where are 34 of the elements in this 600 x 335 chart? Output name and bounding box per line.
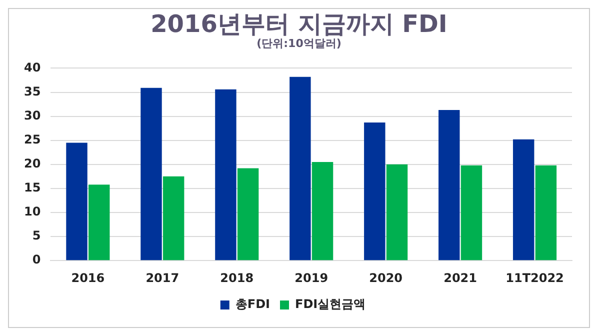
x-tick-label: 2017 — [146, 270, 180, 285]
chart-title: 2016년부터 지금까지 FDI — [150, 10, 448, 38]
bar — [88, 184, 110, 260]
x-tick-label: 2021 — [444, 270, 477, 285]
legend-label: 총FDI — [235, 297, 270, 312]
y-tick-label: 25 — [24, 132, 41, 146]
bar — [364, 122, 386, 260]
bar — [535, 165, 557, 260]
bar — [386, 164, 408, 260]
y-tick-label: 5 — [32, 228, 41, 243]
y-tick-label: 20 — [24, 156, 41, 171]
y-tick-label: 35 — [24, 84, 41, 98]
x-tick-label: 2018 — [220, 270, 254, 285]
bar — [66, 142, 88, 260]
x-tick-label: 2016 — [71, 270, 105, 285]
bar — [237, 168, 259, 260]
bar — [162, 176, 184, 260]
chart-subtitle: (단위:10억달러) — [256, 37, 342, 51]
y-tick-label: 30 — [24, 108, 41, 122]
y-tick-label: 40 — [24, 60, 41, 74]
bar — [215, 89, 236, 260]
y-tick-label: 0 — [32, 252, 41, 267]
bar — [290, 76, 311, 260]
bar — [140, 88, 162, 260]
bar — [460, 165, 482, 260]
x-tick-label: 11T2022 — [506, 270, 564, 285]
y-tick-label: 15 — [24, 180, 41, 195]
bar — [512, 139, 534, 260]
y-tick-label: 10 — [24, 204, 41, 219]
x-tick-label: 2019 — [294, 270, 328, 285]
x-tick-label: 2020 — [369, 270, 403, 285]
legend-label: FDI실현금액 — [295, 297, 366, 312]
bar — [438, 110, 460, 260]
bar — [312, 162, 334, 260]
